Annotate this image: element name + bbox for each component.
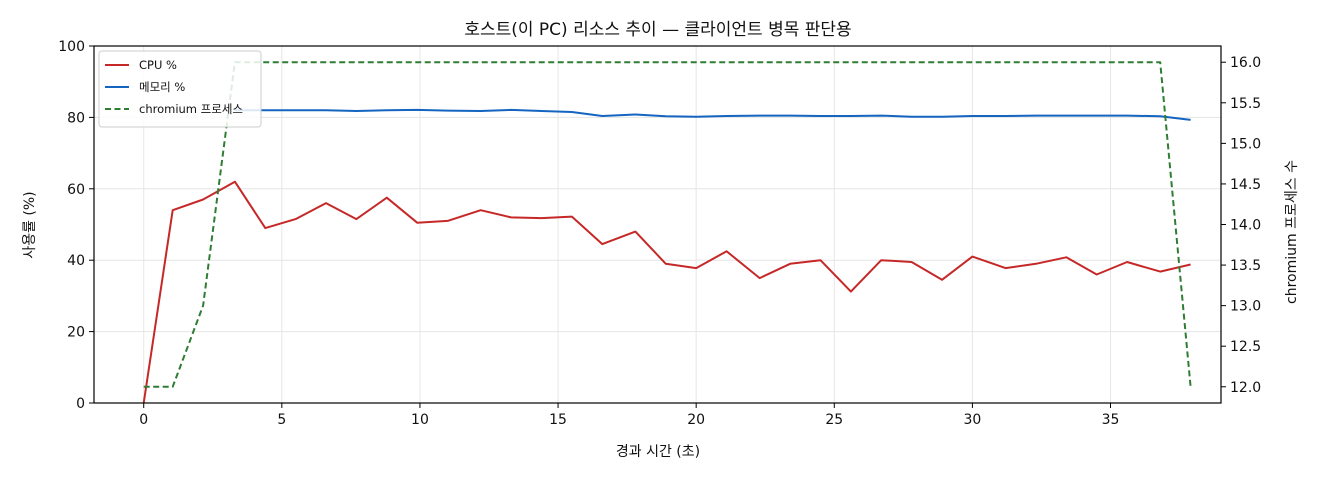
y2-tick-label: 13.5 [1230, 258, 1261, 274]
x-tick-label: 35 [1102, 412, 1120, 428]
y-tick-label: 60 [67, 182, 85, 198]
legend-box [98, 50, 262, 128]
x-tick-label: 15 [549, 412, 567, 428]
x-tick-label: 5 [277, 412, 286, 428]
y2-axis-ticks: 12.0 12.5 13.0 13.5 14.0 14.5 15.0 15.5 16.0 [1221, 55, 1261, 396]
y2-tick-label: 15.5 [1230, 96, 1261, 112]
y-tick-label: 40 [67, 253, 85, 269]
legend-label-0: CPU % [139, 58, 177, 72]
x-tick-label: 25 [825, 412, 843, 428]
legend-label-2: chromium 프로세스 [139, 102, 243, 116]
y2-axis-label: chromium 프로세스 수 [1284, 160, 1300, 304]
y2-tick-label: 12.5 [1230, 339, 1261, 355]
y2-tick-label: 14.0 [1230, 218, 1261, 234]
x-tick-label: 20 [687, 412, 705, 428]
series-line-1 [234, 108, 1191, 121]
series-layer [142, 61, 1192, 404]
y-tick-label: 80 [67, 110, 85, 126]
y-tick-label: 0 [76, 396, 85, 412]
y-tick-label: 100 [58, 39, 85, 55]
x-tick-label: 0 [139, 412, 148, 428]
y-axis-label: 사용률 (%) [22, 191, 38, 258]
x-axis-label: 경과 시간 (초) [616, 444, 700, 460]
y2-tick-label: 15.0 [1230, 136, 1261, 152]
y2-tick-label: 12.0 [1230, 380, 1261, 396]
y-axis-ticks: 0 20 40 60 80 100 [58, 39, 94, 412]
series-line-0 [142, 180, 1191, 404]
y2-tick-label: 14.5 [1230, 177, 1261, 193]
x-axis-ticks: 0 5 10 15 20 25 30 35 [139, 403, 1119, 428]
legend: CPU % 메모리 % chromium 프로세스 [98, 50, 262, 128]
x-tick-label: 30 [963, 412, 981, 428]
y2-tick-label: 13.0 [1230, 299, 1261, 315]
y2-tick-label: 16.0 [1230, 55, 1261, 71]
series-line-2 [143, 61, 1192, 388]
y-tick-label: 20 [67, 325, 85, 341]
legend-label-1: 메모리 % [139, 80, 185, 94]
chart-title: 호스트(이 PC) 리소스 추이 — 클라이언트 병목 판단용 [464, 20, 851, 40]
x-tick-label: 10 [411, 412, 429, 428]
